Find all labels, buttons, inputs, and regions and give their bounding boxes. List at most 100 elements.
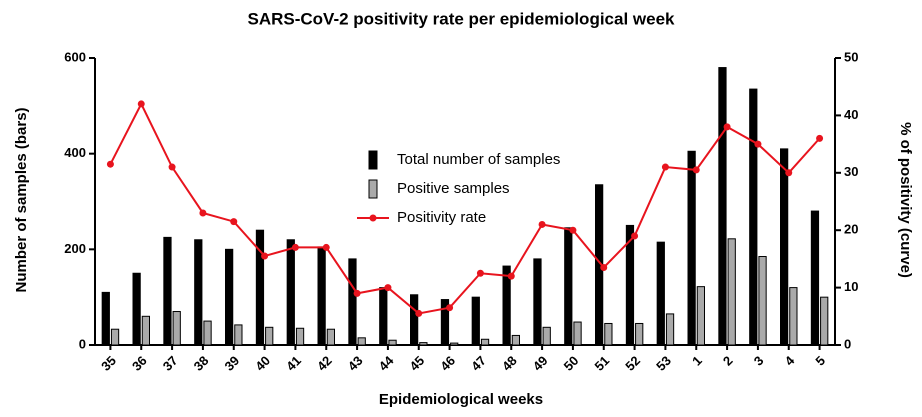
bar (625, 224, 635, 346)
line (109, 101, 821, 315)
line-point (507, 272, 515, 280)
legend-swatch (368, 150, 378, 170)
line-point (415, 309, 423, 317)
bar (749, 88, 758, 346)
line-point (322, 243, 330, 251)
y2-axis-label: % of positivity (curve) (897, 122, 914, 278)
x-tick-label: 45 (406, 353, 427, 374)
bar (665, 313, 675, 346)
legend-swatch (368, 179, 378, 199)
legend-label: Positivity rate (397, 209, 486, 226)
legend-swatch (369, 214, 377, 222)
y2-tick-label: 40 (844, 107, 858, 122)
bar (410, 294, 419, 346)
x-tick-label: 43 (345, 353, 366, 374)
line-point (785, 169, 793, 177)
bar (758, 256, 767, 346)
bar (225, 248, 234, 346)
x-tick-label: 46 (437, 353, 458, 374)
chart-title: SARS-CoV-2 positivity rate per epidemiol… (247, 9, 675, 28)
bar (110, 328, 120, 346)
x-tick-label: 51 (591, 353, 612, 374)
bar (502, 265, 511, 346)
x-tick-label: 41 (283, 353, 304, 374)
bar (326, 328, 335, 346)
bar (163, 236, 172, 346)
bar (656, 241, 665, 346)
line-point (137, 100, 145, 108)
y-axis-label: Number of samples (bars) (13, 107, 30, 292)
y-tick-label: 400 (64, 145, 86, 160)
bar (203, 320, 212, 346)
bar (635, 322, 644, 346)
legend-label: Positive samples (397, 180, 510, 197)
bar (727, 238, 736, 346)
x-tick-label: 50 (561, 353, 582, 374)
bar (286, 239, 295, 346)
y-tick-label: 200 (64, 241, 86, 256)
line-point (816, 134, 824, 142)
y2-tick-label: 0 (844, 336, 851, 351)
line-point (476, 269, 484, 277)
line-point (661, 163, 669, 171)
x-tick-label: 37 (160, 353, 181, 374)
bar (820, 296, 829, 346)
bar (295, 327, 305, 346)
x-tick-label: 2 (720, 353, 736, 369)
x-tick-label: 35 (98, 353, 119, 374)
bar (419, 342, 428, 346)
line-point (723, 123, 731, 131)
bar (388, 339, 397, 346)
bar (172, 311, 181, 346)
bar (533, 258, 542, 346)
bar (810, 210, 820, 346)
y-tick-label: 0 (79, 336, 86, 351)
bar (789, 287, 798, 346)
bar (542, 326, 551, 346)
bar (450, 342, 459, 346)
line-point (168, 163, 176, 171)
x-tick-label: 38 (191, 353, 212, 374)
bar (604, 322, 613, 346)
x-tick-label: 53 (653, 353, 674, 374)
bar (471, 296, 480, 346)
x-tick-label: 39 (221, 353, 242, 374)
line-point (538, 220, 546, 228)
bar (194, 239, 203, 346)
x-tick-label: 4 (782, 352, 798, 368)
y2-tick-label: 10 (844, 279, 858, 294)
line-point (199, 209, 207, 217)
bar (573, 321, 582, 346)
bar (480, 338, 490, 346)
x-tick-label: 52 (622, 353, 643, 374)
line-point (384, 284, 392, 292)
y2-tick-label: 20 (844, 222, 858, 237)
line-point (291, 243, 299, 251)
bar (696, 286, 705, 346)
bar (780, 148, 789, 346)
bar (357, 337, 366, 346)
line-point (631, 232, 639, 240)
x-tick-label: 44 (376, 352, 397, 373)
line-point (692, 166, 700, 174)
line-point (106, 160, 114, 168)
x-tick-label: 1 (689, 353, 705, 369)
line-point (446, 304, 454, 312)
line-point (353, 289, 361, 297)
bar (141, 315, 150, 346)
x-tick-label: 36 (129, 353, 150, 374)
bar (718, 67, 727, 346)
bar (234, 324, 243, 346)
x-tick-label: 47 (468, 353, 489, 374)
bar (317, 246, 326, 346)
line-point (600, 264, 608, 272)
x-axis-label: Epidemiological weeks (379, 391, 543, 408)
bar (564, 227, 573, 346)
y2-tick-label: 30 (844, 164, 858, 179)
line-point (261, 252, 269, 260)
line-point (569, 226, 577, 234)
x-tick-label: 48 (499, 353, 520, 374)
bar (265, 326, 274, 346)
bar (440, 299, 450, 346)
